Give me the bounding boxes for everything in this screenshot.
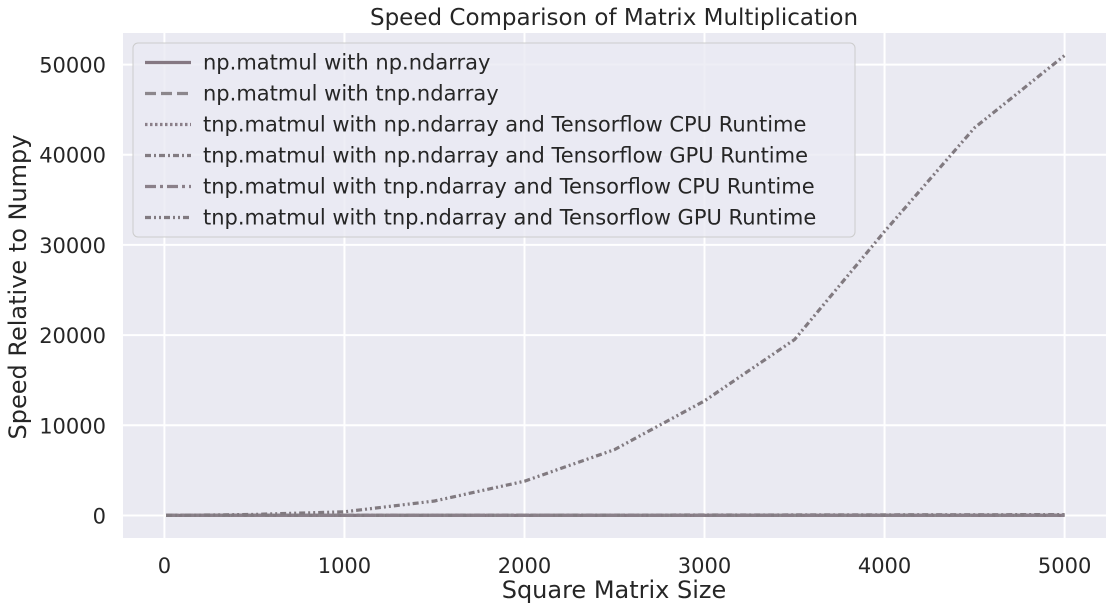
y-tick-label: 10000	[39, 414, 106, 438]
x-axis-title: Square Matrix Size	[502, 576, 727, 604]
y-axis-title: Speed Relative to Numpy	[4, 135, 32, 440]
x-tick-label: 5000	[1038, 554, 1091, 578]
series-lines	[166, 54, 1066, 518]
x-tick-label: 2000	[498, 554, 551, 578]
legend: np.matmul with np.ndarray np.matmul with …	[132, 42, 856, 238]
x-tick-label: 3000	[678, 554, 731, 578]
y-tick-label: 30000	[39, 234, 106, 258]
y-tick-label: 0	[93, 504, 106, 528]
chart-title: Speed Comparison of Matrix Multiplicatio…	[370, 5, 858, 31]
legend-box	[132, 42, 856, 238]
y-tick-label: 40000	[39, 144, 106, 168]
legend-label: tnp.matmul with np.ndarray and Tensorflo…	[203, 144, 808, 168]
x-tick-label: 0	[158, 554, 171, 578]
y-tick-label: 20000	[39, 324, 106, 348]
legend-label: tnp.matmul with tnp.ndarray and Tensorfl…	[203, 206, 816, 230]
legend-label: tnp.matmul with np.ndarray and Tensorflo…	[203, 113, 806, 137]
y-tick-label: 50000	[39, 54, 106, 78]
x-tick-label: 1000	[318, 554, 371, 578]
tick-labels: 0 1000 2000 3000 4000 50000100002000030000400…	[39, 54, 1091, 578]
legend-label: np.matmul with np.ndarray	[203, 51, 490, 75]
series-line-6	[166, 54, 1066, 517]
legend-label: tnp.matmul with tnp.ndarray and Tensorfl…	[203, 175, 815, 199]
legend-label: np.matmul with tnp.ndarray	[203, 82, 499, 106]
x-tick-label: 4000	[858, 554, 911, 578]
